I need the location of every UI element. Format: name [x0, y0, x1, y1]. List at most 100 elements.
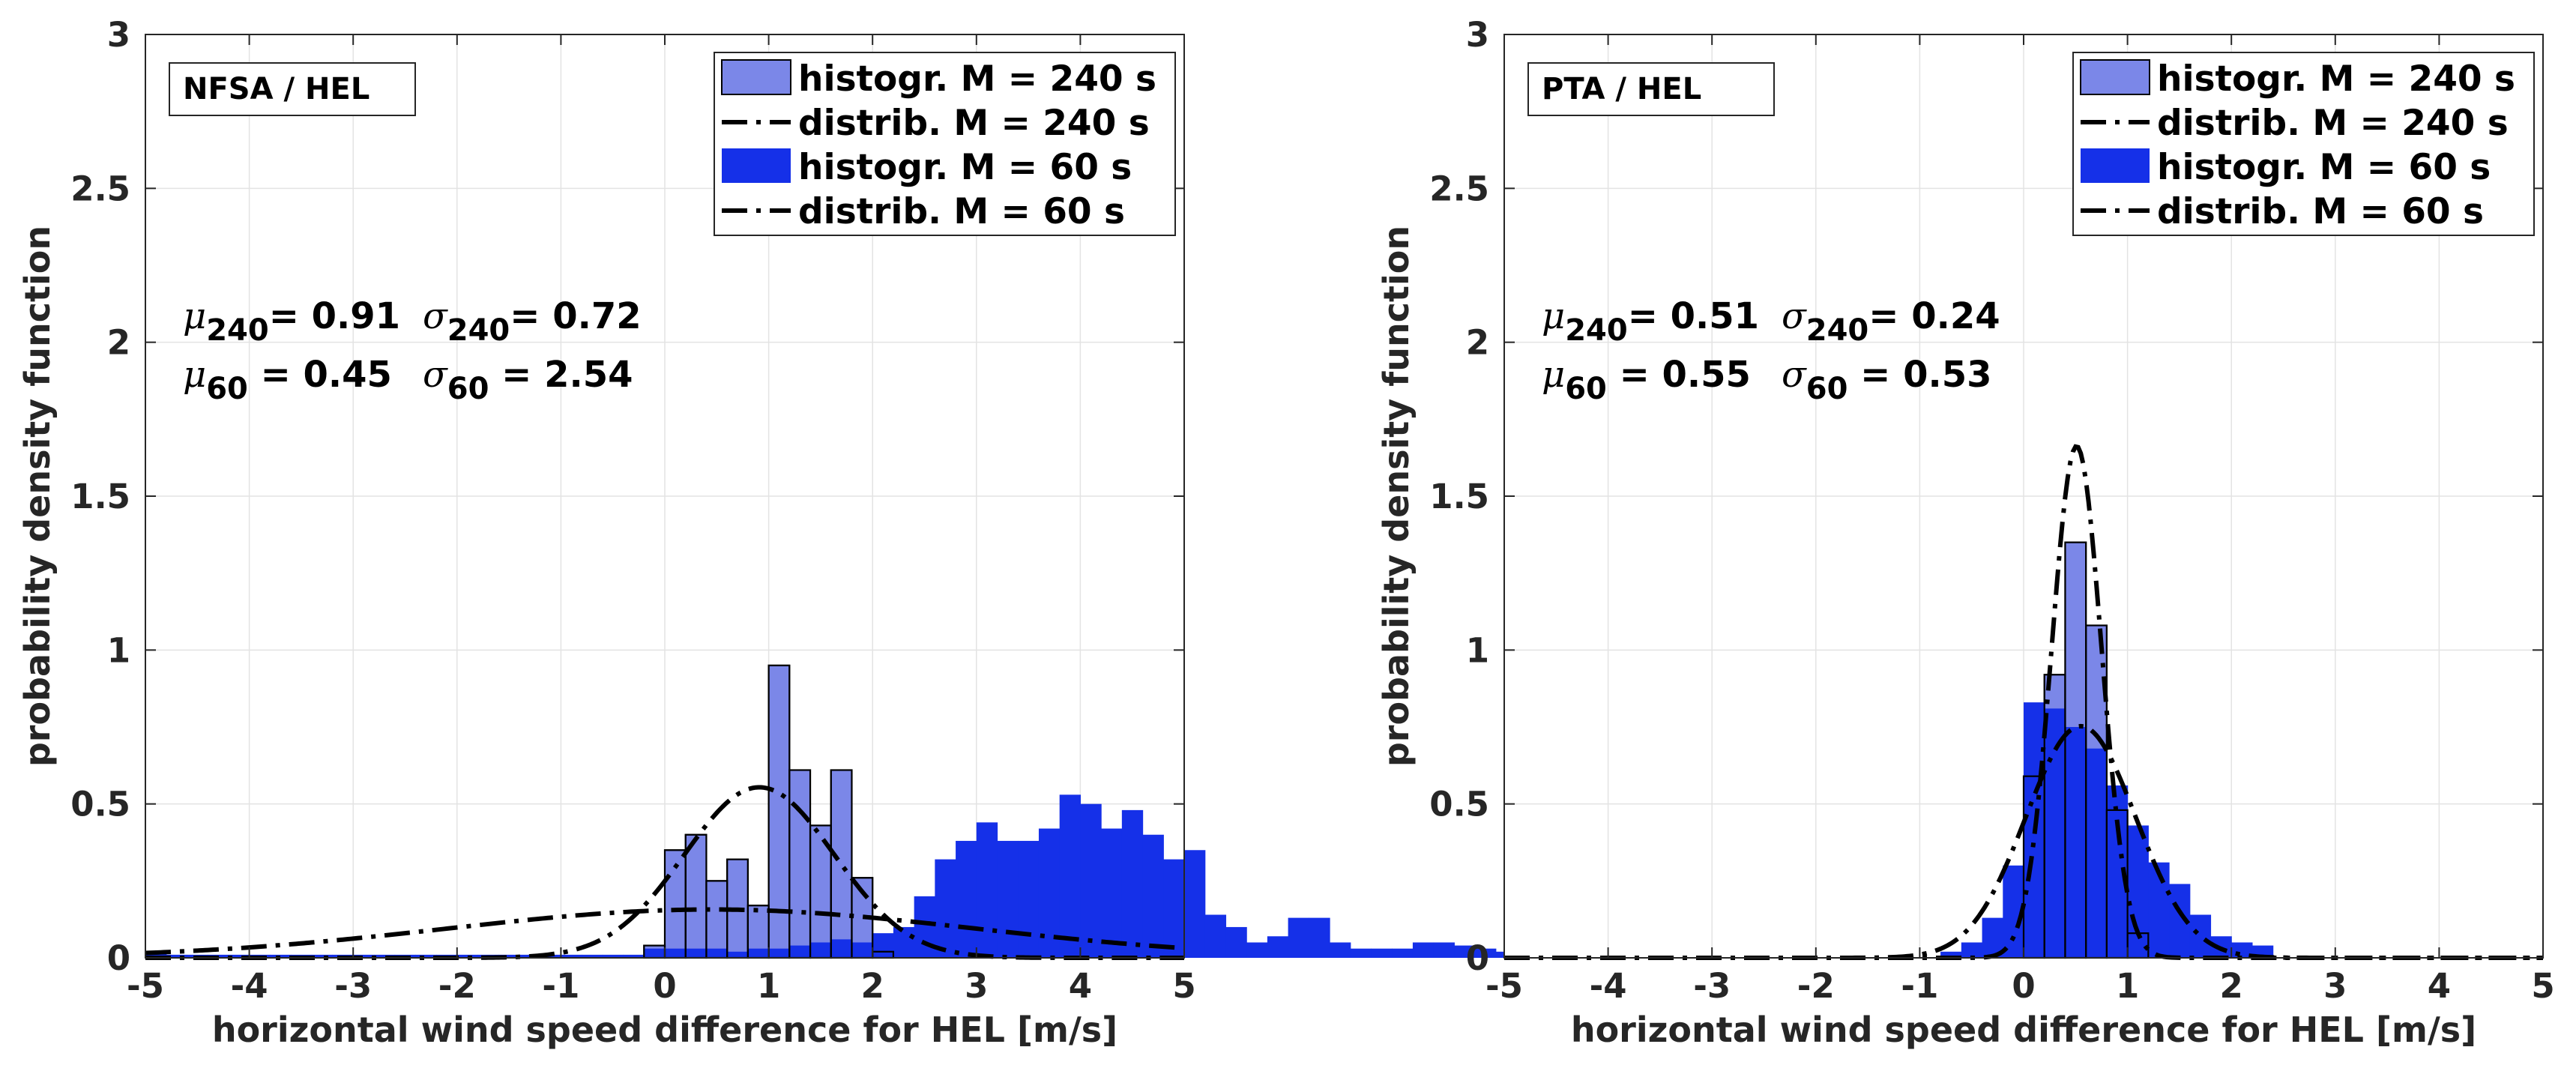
bar-histogr-60 — [2065, 727, 2087, 958]
x-tick-label: -2 — [438, 966, 476, 1006]
sigma-subscript: 240 — [1806, 313, 1869, 348]
x-tick-label: 4 — [2428, 966, 2451, 1006]
y-tick-label: 1.5 — [1429, 477, 1489, 516]
x-tick-label: 3 — [2323, 966, 2347, 1006]
x-tick-label: 1 — [757, 966, 780, 1006]
bar-histogr-240 — [788, 769, 812, 959]
stat-sigma-240: σ240= 0.72 — [423, 295, 642, 348]
bar-histogr-60 — [1454, 945, 1476, 958]
legend-entry-label: distrib. M = 240 s — [798, 103, 1150, 144]
sigma-value: = 0.72 — [510, 295, 641, 337]
bar-histogr-60 — [1309, 917, 1330, 958]
stat-mu-240: μ240= 0.91 — [183, 295, 400, 348]
bar-histogr-60 — [810, 942, 832, 958]
bar-histogr-60 — [706, 948, 728, 958]
bar-histogr-60 — [768, 948, 790, 958]
legend-entry-label: histogr. M = 60 s — [798, 147, 1132, 188]
y-tick-label: 3 — [107, 15, 130, 55]
sigma-value: = 2.54 — [489, 354, 633, 396]
bar-histogr-60 — [498, 954, 520, 958]
x-tick-label: 5 — [2531, 966, 2554, 1006]
sigma-symbol: σ — [1782, 354, 1807, 396]
bar-histogr-60 — [872, 933, 894, 958]
y-tick-label: 3 — [1466, 15, 1489, 55]
panel-tag-label: NFSA / HEL — [183, 72, 369, 106]
ticks: -5 -4 -3 -2 -1 0 1 2 3 4 5 0 0.5 1 1.5 2 2.5 3 — [70, 15, 1195, 1006]
stat-mu-60: μ60 = 0.45 — [183, 354, 392, 406]
x-tick-label: 3 — [965, 966, 988, 1006]
x-tick-label: -3 — [1693, 966, 1731, 1006]
bar-histogr-60 — [1392, 948, 1414, 958]
bar-histogr-60 — [1940, 951, 1962, 958]
bar-histogr-60 — [956, 840, 977, 958]
x-tick-label: -4 — [231, 966, 268, 1006]
bar-histogr-60 — [270, 954, 292, 958]
bar-histogr-60 — [1163, 859, 1185, 958]
x-tick-label: -5 — [127, 966, 164, 1006]
sigma-symbol: σ — [423, 295, 448, 337]
mu-subscript: 240 — [1565, 313, 1628, 348]
x-tick-label: 1 — [2116, 966, 2139, 1006]
bar-histogr-60 — [1412, 942, 1435, 958]
chart-panel-pta: -5 -4 -3 -2 -1 0 1 2 3 4 500.511.522.53horizontal … — [1376, 15, 2555, 1050]
legend-entry-label: histogr. M = 60 s — [2157, 147, 2491, 188]
y-axis-label: probability density function — [17, 226, 58, 767]
distribution-curves — [145, 785, 1185, 960]
x-tick-label: 5 — [1172, 966, 1195, 1006]
legend-entry-label: histogr. M = 240 s — [798, 58, 1156, 100]
bar-histogr-60 — [1225, 926, 1247, 958]
y-tick-label: 2 — [107, 323, 130, 363]
bar-histogr-60 — [893, 926, 915, 958]
bar-histogr-60 — [373, 954, 396, 958]
panel-tag: NFSA / HEL — [169, 62, 416, 116]
curve-distrib-240 — [145, 785, 1184, 960]
bar-histogr-60 — [747, 948, 770, 958]
bar-histogr-60 — [1350, 948, 1372, 958]
y-tick-label: 1 — [1466, 630, 1489, 670]
bar-histogr-60 — [166, 954, 188, 958]
mu-subscript: 60 — [206, 372, 248, 406]
sigma-value: = 0.24 — [1868, 295, 2000, 337]
bar-histogr-240 — [767, 664, 791, 959]
panel-tag-label: PTA / HEL — [1542, 72, 1701, 106]
bar-histogr-240 — [684, 833, 708, 959]
x-tick-label: -3 — [334, 966, 372, 1006]
legend-entry-label: distrib. M = 60 s — [2157, 191, 2484, 232]
bar-histogr-60 — [1204, 914, 1227, 958]
stats-annotation: μ240= 0.91 σ240= 0.72 μ60 = 0.45 σ 60 = 2.54 — [183, 295, 642, 406]
y-tick-label: 2 — [1466, 323, 1489, 363]
bar-histogr-60 — [456, 954, 479, 958]
x-tick-label: -5 — [1485, 966, 1523, 1006]
mu-symbol: μ — [183, 354, 206, 396]
histogram-bars — [1940, 541, 2274, 959]
bar-histogr-60 — [1246, 942, 1268, 958]
sigma-value: = 0.53 — [1847, 354, 1991, 396]
x-tick-label: 2 — [861, 966, 884, 1006]
bar-histogr-60 — [353, 954, 375, 958]
legend-swatch-patch — [2080, 59, 2150, 95]
y-tick-label: 0 — [107, 938, 130, 978]
bar-histogr-60 — [935, 859, 956, 958]
stat-sigma-60: σ60 = 0.53 — [1782, 354, 1992, 406]
mu-symbol: μ — [1542, 295, 1565, 337]
x-tick-label: -4 — [1590, 966, 1627, 1006]
mu-symbol: μ — [1542, 354, 1565, 396]
bar-histogr-60 — [1288, 917, 1309, 958]
bar-histogr-60 — [914, 896, 935, 958]
bar-histogr-60 — [851, 942, 873, 958]
y-axis-label: probability density function — [1376, 226, 1417, 767]
legend-entry-label: distrib. M = 60 s — [798, 191, 1125, 232]
bar-histogr-60 — [1475, 948, 1497, 958]
sigma-symbol: σ — [1782, 295, 1807, 337]
bar-histogr-60 — [2044, 708, 2066, 958]
mu-value: = 0.91 — [269, 295, 400, 337]
stat-mu-240: μ240= 0.51 — [1542, 295, 1759, 348]
bar-histogr-60 — [1267, 936, 1289, 958]
y-tick-label: 2.5 — [70, 169, 130, 208]
x-tick-label: 4 — [1069, 966, 1092, 1006]
sigma-symbol: σ — [423, 354, 448, 396]
bar-histogr-60 — [228, 954, 250, 958]
